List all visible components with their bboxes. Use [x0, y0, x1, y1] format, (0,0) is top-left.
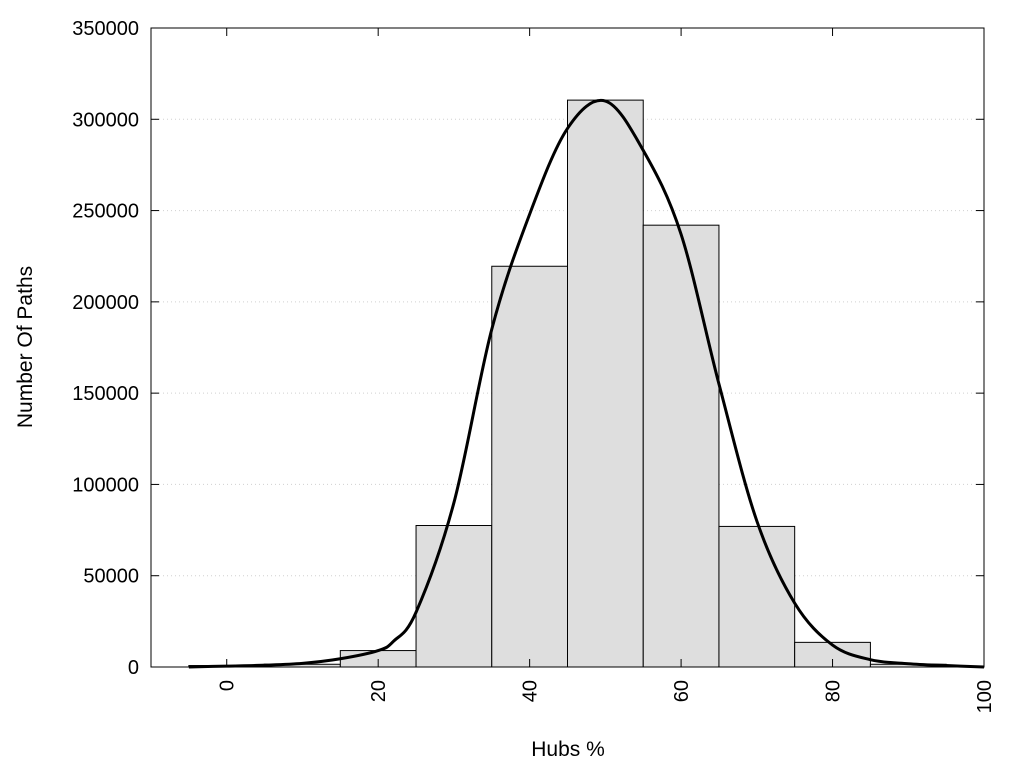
histogram-bars — [188, 99, 985, 668]
histogram-bar — [718, 525, 796, 668]
x-tick-label: 80 — [823, 680, 845, 702]
x-tick-label: 0 — [217, 680, 239, 691]
x-axis-ticks: 0 20 40 60 80 100 — [217, 28, 996, 713]
y-tick-label: 200000 — [72, 292, 139, 314]
y-tick-label: 100000 — [72, 474, 139, 496]
y-tick-label: 300000 — [72, 109, 139, 131]
y-axis-ticks: 0 50000 100000 150000 200000 250000 300000 3500… — [72, 18, 984, 679]
x-tick-label: 100 — [974, 680, 996, 713]
plot-frame — [150, 27, 985, 668]
y-tick-label: 250000 — [72, 201, 139, 223]
x-axis-label: Hubs % — [531, 738, 605, 761]
y-tick-label: 0 — [128, 657, 139, 679]
y-tick-label: 50000 — [83, 566, 139, 588]
y-axis-label: Number Of Paths — [14, 266, 37, 428]
x-tick-label: 60 — [671, 680, 693, 702]
histogram-bar — [491, 265, 569, 668]
density-curve — [188, 98, 985, 669]
histogram-bar — [642, 224, 720, 668]
density-curve-layer — [188, 98, 985, 669]
y-tick-label: 350000 — [72, 18, 139, 40]
x-tick-label: 40 — [520, 680, 542, 702]
histogram-bar — [567, 99, 644, 668]
x-tick-label: 20 — [368, 680, 390, 702]
y-tick-label: 150000 — [72, 383, 139, 405]
histogram-bar — [415, 525, 493, 668]
